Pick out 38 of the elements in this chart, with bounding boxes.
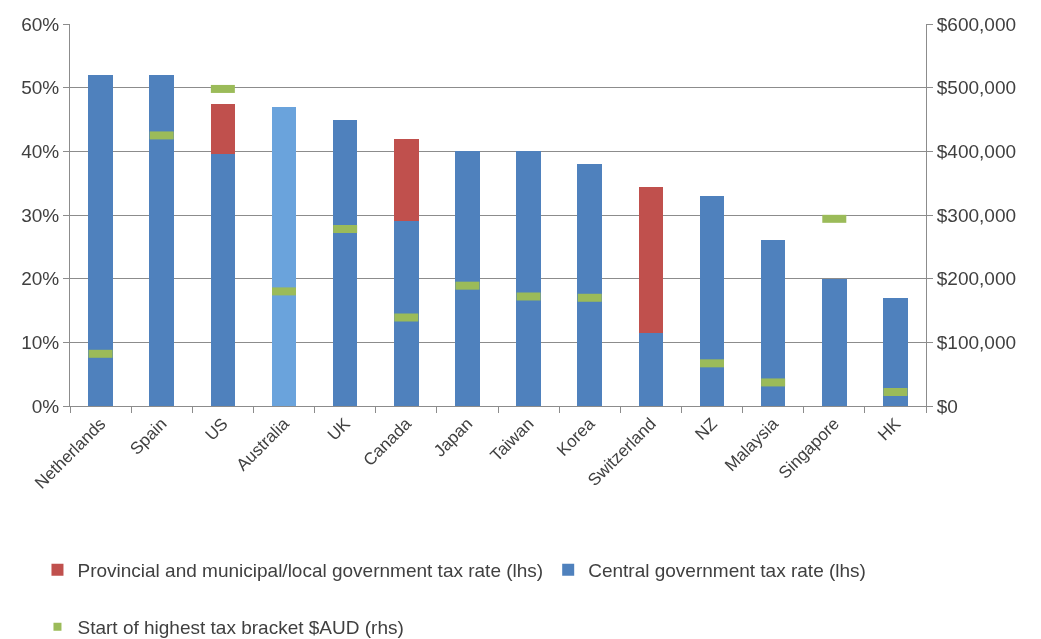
y-tick-label: 60% [21,13,60,35]
bar [638,332,664,406]
y-tick-label: 30% [21,204,60,226]
bar [455,151,480,406]
y-tick-label: 40% [21,140,60,162]
bar [516,151,541,406]
bar [210,153,236,406]
bar [88,74,113,406]
x-tick-label: HK [874,413,905,445]
y2-tick-label: $0 [936,395,958,417]
bar [149,74,174,406]
y2-tick-label: $400,000 [936,140,1017,162]
legend-label: Start of highest tax bracket $AUD (rhs) [77,617,404,639]
x-tick-label: NZ [691,414,721,444]
bar [822,278,847,406]
bar [210,104,236,154]
y-tick-label: 20% [21,268,60,290]
bar [638,186,664,333]
bar [271,106,297,406]
x-tick-label: US [201,414,232,445]
bar [394,138,419,222]
bar [760,240,786,406]
bar [883,297,908,406]
x-tick-label: UK [323,413,355,445]
bar [699,195,725,406]
bar [394,221,419,406]
y2-tick-label: $300,000 [936,204,1017,226]
y2-tick-label: $600,000 [936,13,1017,35]
bar [332,119,358,406]
y2-tick-label: $100,000 [936,331,1017,353]
y2-tick-label: $500,000 [936,77,1017,99]
y-tick-label: 50% [21,77,60,99]
legend-label: Provincial and municipal/local government tax rate (lhs) [77,560,544,582]
y2-tick-label: $200,000 [936,268,1017,290]
legend-label: Central government tax rate (lhs) [588,560,866,582]
y-tick-label: 0% [31,395,60,417]
y-tick-label: 10% [21,331,60,353]
bar [577,164,602,406]
